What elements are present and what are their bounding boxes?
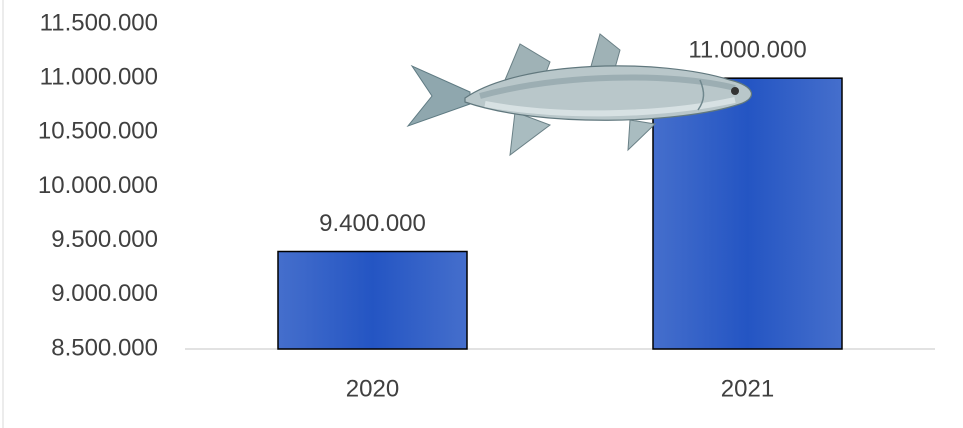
y-tick-label: 9.500.000 xyxy=(51,226,158,253)
plot: 8.500.000 9.000.000 9.500.000 10.000.000 10.… xyxy=(38,9,935,402)
fish-illustration xyxy=(406,33,752,157)
y-tick-label: 9.000.000 xyxy=(51,280,158,307)
data-label: 11.000.000 xyxy=(688,37,806,64)
y-tick-label: 11.500.000 xyxy=(40,9,158,36)
bar xyxy=(277,250,468,350)
x-tick-label: 2021 xyxy=(721,375,774,402)
y-tick-label: 8.500.000 xyxy=(51,334,158,361)
y-tick-label: 10.500.000 xyxy=(38,118,158,145)
x-tick-label: 2020 xyxy=(346,375,399,402)
data-label: 9.400.000 xyxy=(319,210,426,237)
y-tick-label: 10.000.000 xyxy=(38,172,158,199)
y-tick-label: 11.000.000 xyxy=(40,64,158,91)
bar xyxy=(652,77,843,350)
